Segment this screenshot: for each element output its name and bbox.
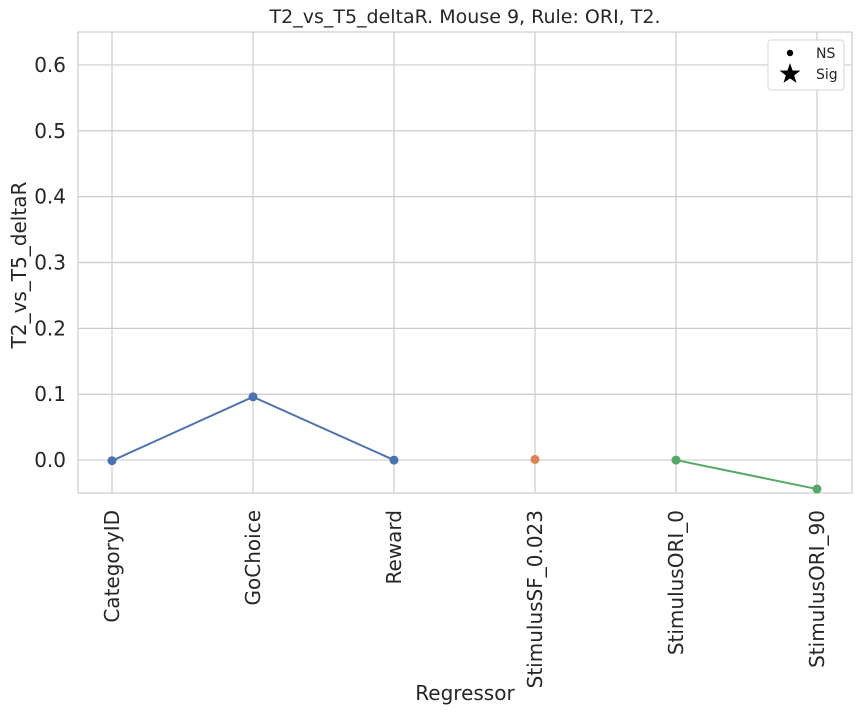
plot-frame	[77, 31, 853, 494]
series-1	[107, 392, 399, 466]
series-3-line	[675, 459, 818, 491]
x-axis-label: Regressor	[415, 681, 515, 705]
legend-label-ns: NS	[816, 46, 835, 62]
series-2	[530, 454, 540, 464]
y-axis-ticks: 0.0 0.1 0.2 0.3 0.4 0.5 0.6	[34, 53, 66, 472]
data-point-stimulusori-90	[812, 484, 822, 494]
y-tick-label: 0.0	[34, 448, 66, 472]
x-tick-label-stimulussf-0-023: StimulusSF_0.023	[523, 510, 547, 688]
legend: NS Sig	[767, 39, 845, 91]
y-tick-label: 0.5	[34, 119, 66, 143]
y-tick-label: 0.6	[34, 53, 66, 77]
x-tick-label-stimulusori-90: StimulusORI_90	[805, 510, 829, 668]
y-tick-label: 0.3	[34, 251, 66, 275]
grid-layer	[78, 32, 852, 493]
y-tick-label: 0.2	[34, 316, 66, 340]
plot-border	[77, 31, 853, 494]
x-tick-label-reward: Reward	[382, 510, 406, 584]
data-point-reward	[389, 455, 399, 465]
legend-label-sig: Sig	[816, 67, 838, 83]
y-axis-label: T2_vs_T5_deltaR	[7, 182, 31, 350]
x-tick-label-stimulusori-0: StimulusORI_0	[664, 510, 688, 655]
data-point-stimulussf-0-023	[530, 454, 540, 464]
data-point-gochoice	[248, 392, 258, 402]
legend-star-icon	[779, 63, 801, 83]
x-tick-label-categoryid: CategoryID	[100, 510, 124, 623]
series-layer	[107, 392, 822, 494]
data-point-categoryid	[107, 456, 117, 466]
chart-title: T2_vs_T5_deltaR. Mouse 9, Rule: ORI, T2.	[269, 6, 661, 28]
y-tick-label: 0.4	[34, 185, 66, 209]
data-point-stimulusori-0	[671, 455, 681, 465]
legend-dot-icon	[786, 49, 794, 57]
series-3	[671, 455, 822, 494]
x-tick-label-gochoice: GoChoice	[241, 510, 265, 605]
x-axis-ticks: CategoryID GoChoice Reward StimulusSF_0.023…	[100, 510, 829, 688]
y-tick-label: 0.1	[34, 382, 66, 406]
